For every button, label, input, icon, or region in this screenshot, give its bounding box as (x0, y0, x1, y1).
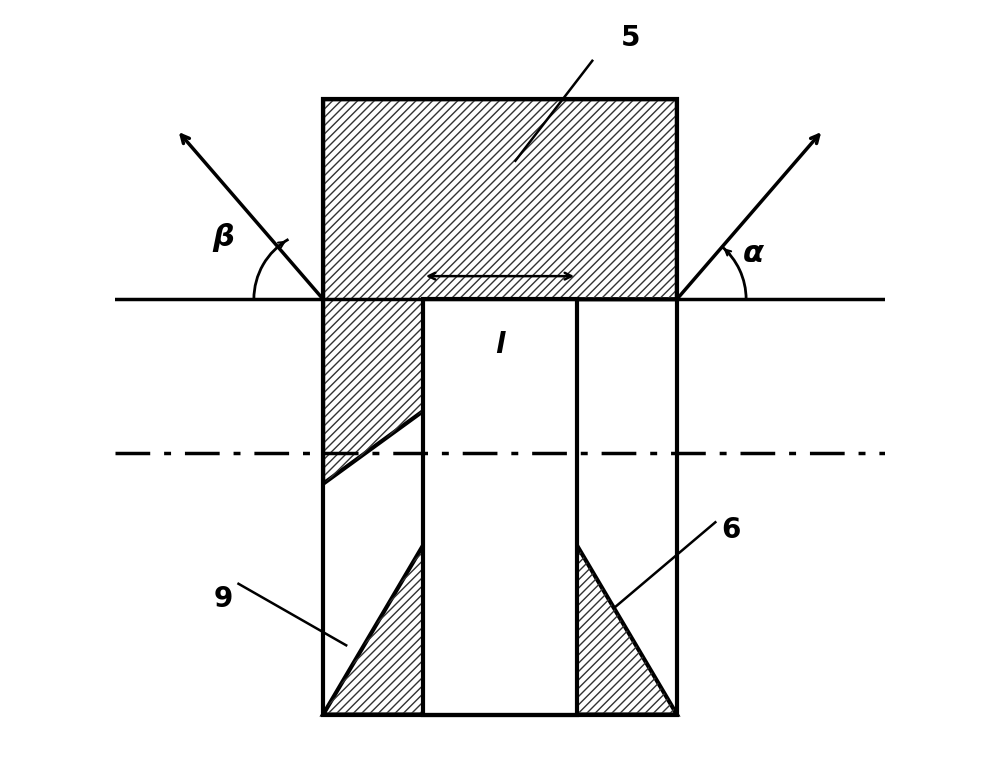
Text: 5: 5 (621, 23, 640, 52)
Polygon shape (323, 545, 677, 715)
Text: l: l (495, 331, 505, 359)
Text: β: β (212, 223, 234, 252)
Polygon shape (423, 299, 577, 715)
Text: 9: 9 (213, 585, 233, 613)
Polygon shape (323, 99, 677, 484)
Text: α: α (743, 239, 764, 268)
Text: 6: 6 (721, 516, 740, 544)
Polygon shape (323, 99, 677, 715)
